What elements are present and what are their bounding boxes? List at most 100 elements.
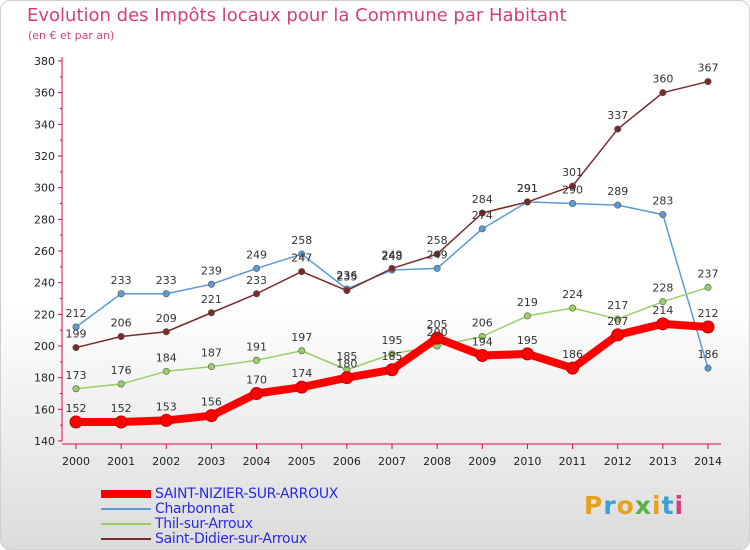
y-tick-label: 180 bbox=[34, 372, 55, 385]
x-tick-label: 2011 bbox=[559, 455, 587, 468]
data-label-charbonnat: 249 bbox=[246, 248, 267, 261]
data-label-thil-sur-arroux: 228 bbox=[652, 282, 673, 295]
logo-letter: i bbox=[674, 491, 685, 520]
data-point-saint-didier-sur-arroux bbox=[117, 332, 125, 340]
data-label-saint-didier-sur-arroux: 206 bbox=[111, 317, 132, 330]
data-label-thil-sur-arroux: 191 bbox=[246, 340, 267, 353]
data-label-saint-didier-sur-arroux: 360 bbox=[652, 73, 673, 86]
data-point-saint-nizier-sur-arroux bbox=[385, 363, 399, 377]
data-label-thil-sur-arroux: 217 bbox=[607, 299, 628, 312]
data-label-charbonnat: 233 bbox=[111, 274, 132, 287]
data-label-saint-nizier-sur-arroux: 207 bbox=[607, 315, 628, 328]
data-label-saint-didier-sur-arroux: 337 bbox=[607, 109, 628, 122]
data-point-charbonnat bbox=[614, 201, 622, 209]
data-label-charbonnat: 258 bbox=[291, 234, 312, 247]
data-point-charbonnat bbox=[72, 323, 80, 331]
x-tick-label: 2014 bbox=[694, 455, 722, 468]
logo-letter: t bbox=[661, 491, 675, 520]
data-point-saint-nizier-sur-arroux bbox=[430, 331, 444, 345]
data-label-saint-didier-sur-arroux: 367 bbox=[698, 62, 719, 75]
proxiti-logo: Proxiti bbox=[584, 491, 684, 520]
data-label-thil-sur-arroux: 206 bbox=[472, 317, 493, 330]
data-label-thil-sur-arroux: 173 bbox=[66, 369, 87, 382]
y-tick-label: 340 bbox=[34, 118, 55, 131]
legend-swatch bbox=[101, 489, 151, 498]
data-label-saint-nizier-sur-arroux: 186 bbox=[562, 348, 583, 361]
data-point-saint-nizier-sur-arroux bbox=[114, 415, 128, 429]
data-point-saint-nizier-sur-arroux bbox=[520, 347, 534, 361]
chart-subtitle: (en € et par an) bbox=[28, 29, 115, 42]
data-point-saint-didier-sur-arroux bbox=[388, 264, 396, 272]
data-label-thil-sur-arroux: 197 bbox=[291, 331, 312, 344]
logo-letter: P bbox=[584, 491, 604, 520]
data-label-charbonnat: 212 bbox=[66, 307, 87, 320]
chart-title: Evolution des Impôts locaux pour la Comm… bbox=[27, 5, 567, 26]
data-point-thil-sur-arroux bbox=[478, 332, 486, 340]
y-tick-label: 240 bbox=[34, 277, 55, 290]
data-label-thil-sur-arroux: 184 bbox=[156, 351, 177, 364]
data-point-charbonnat bbox=[117, 290, 125, 298]
logo-letter: x bbox=[634, 491, 652, 520]
data-point-saint-didier-sur-arroux bbox=[72, 344, 80, 352]
x-tick-label: 2007 bbox=[378, 455, 406, 468]
data-point-saint-nizier-sur-arroux bbox=[159, 413, 173, 427]
data-label-thil-sur-arroux: 224 bbox=[562, 288, 583, 301]
data-label-saint-didier-sur-arroux: 247 bbox=[291, 252, 312, 265]
data-label-charbonnat: 289 bbox=[607, 185, 628, 198]
logo-letter: o bbox=[616, 491, 635, 520]
x-tick-label: 2005 bbox=[288, 455, 316, 468]
data-point-saint-didier-sur-arroux bbox=[523, 198, 531, 206]
data-label-saint-nizier-sur-arroux: 205 bbox=[427, 318, 448, 331]
x-tick-label: 2013 bbox=[649, 455, 677, 468]
data-point-saint-didier-sur-arroux bbox=[569, 182, 577, 190]
x-tick-label: 2004 bbox=[243, 455, 271, 468]
legend-label: Saint-Didier-sur-Arroux bbox=[155, 530, 307, 547]
data-point-saint-didier-sur-arroux bbox=[433, 250, 441, 258]
data-label-saint-nizier-sur-arroux: 170 bbox=[246, 374, 267, 387]
y-tick-label: 380 bbox=[34, 55, 55, 68]
data-point-charbonnat bbox=[704, 364, 712, 372]
data-point-thil-sur-arroux bbox=[298, 347, 306, 355]
data-label-saint-didier-sur-arroux: 291 bbox=[517, 182, 538, 195]
data-label-charbonnat: 236 bbox=[336, 269, 357, 282]
data-point-thil-sur-arroux bbox=[253, 356, 261, 364]
data-label-thil-sur-arroux: 195 bbox=[382, 334, 403, 347]
data-point-charbonnat bbox=[162, 290, 170, 298]
y-tick-label: 280 bbox=[34, 213, 55, 226]
data-label-thil-sur-arroux: 185 bbox=[336, 350, 357, 363]
data-point-charbonnat bbox=[298, 250, 306, 258]
data-point-charbonnat bbox=[569, 200, 577, 208]
data-label-saint-nizier-sur-arroux: 156 bbox=[201, 396, 222, 409]
data-point-saint-didier-sur-arroux bbox=[704, 78, 712, 86]
data-label-saint-didier-sur-arroux: 258 bbox=[427, 234, 448, 247]
data-point-saint-didier-sur-arroux bbox=[207, 309, 215, 317]
data-point-thil-sur-arroux bbox=[569, 304, 577, 312]
data-point-saint-didier-sur-arroux bbox=[298, 268, 306, 276]
data-label-saint-didier-sur-arroux: 221 bbox=[201, 293, 222, 306]
data-label-saint-didier-sur-arroux: 235 bbox=[336, 271, 357, 284]
x-tick-label: 2009 bbox=[468, 455, 496, 468]
data-label-charbonnat: 239 bbox=[201, 264, 222, 277]
legend-item-charbonnat: Charbonnat bbox=[101, 501, 338, 517]
data-label-charbonnat: 249 bbox=[427, 248, 448, 261]
data-label-saint-nizier-sur-arroux: 153 bbox=[156, 400, 177, 413]
data-point-thil-sur-arroux bbox=[523, 312, 531, 320]
data-label-saint-nizier-sur-arroux: 180 bbox=[336, 358, 357, 371]
y-tick-label: 220 bbox=[34, 308, 55, 321]
legend-label: Thil-sur-Arroux bbox=[155, 515, 253, 532]
data-label-saint-didier-sur-arroux: 233 bbox=[246, 274, 267, 287]
x-tick-label: 2012 bbox=[604, 455, 632, 468]
data-label-charbonnat: 291 bbox=[517, 182, 538, 195]
data-label-saint-nizier-sur-arroux: 195 bbox=[517, 334, 538, 347]
y-tick-label: 300 bbox=[34, 182, 55, 195]
legend-item-saint-nizier-sur-arroux: SAINT-NIZIER-SUR-ARROUX bbox=[101, 486, 338, 502]
x-tick-label: 2002 bbox=[152, 455, 180, 468]
data-point-thil-sur-arroux bbox=[72, 385, 80, 393]
data-point-thil-sur-arroux bbox=[207, 363, 215, 371]
data-point-saint-nizier-sur-arroux bbox=[701, 320, 715, 334]
data-label-saint-didier-sur-arroux: 209 bbox=[156, 312, 177, 325]
data-point-saint-nizier-sur-arroux bbox=[69, 415, 83, 429]
legend-swatch bbox=[101, 537, 151, 540]
data-point-saint-didier-sur-arroux bbox=[659, 89, 667, 97]
